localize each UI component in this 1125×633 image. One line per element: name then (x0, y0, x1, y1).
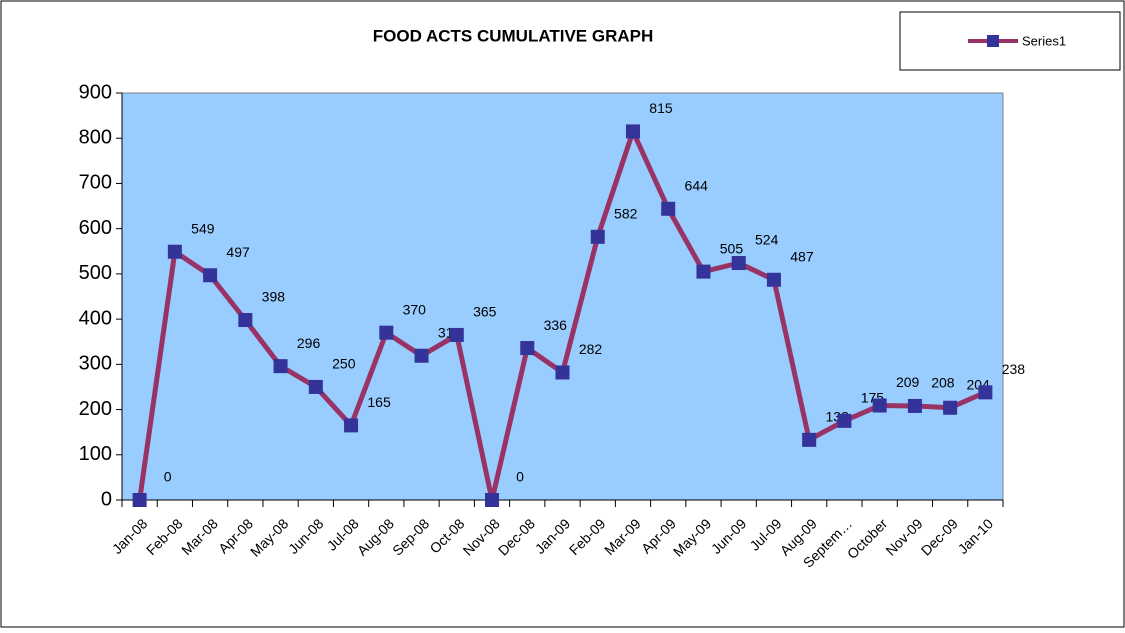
plot-area (121, 92, 1004, 501)
y-tick-label: 300 (79, 353, 112, 375)
data-label: 582 (614, 206, 638, 222)
y-tick-label: 900 (79, 81, 112, 103)
data-label: 644 (685, 177, 709, 193)
data-label: 549 (191, 220, 215, 236)
marker (238, 313, 253, 328)
y-tick-label: 200 (79, 398, 112, 420)
data-label: 398 (262, 289, 286, 305)
marker (555, 365, 570, 380)
marker (203, 268, 218, 283)
data-label: 208 (931, 375, 955, 391)
data-label: 209 (896, 374, 920, 390)
marker (308, 379, 323, 394)
y-tick-label: 100 (79, 443, 112, 465)
data-label: 370 (403, 301, 427, 317)
marker (872, 398, 887, 413)
marker (943, 400, 958, 415)
y-tick-label: 0 (101, 488, 112, 510)
marker (625, 124, 640, 139)
marker (766, 272, 781, 287)
data-label: 505 (720, 240, 744, 256)
marker (167, 244, 182, 259)
marker (379, 325, 394, 340)
data-label: 487 (790, 248, 814, 264)
data-label: 0 (516, 469, 524, 485)
y-tick-label: 600 (79, 217, 112, 239)
marker (978, 385, 993, 400)
y-tick-label: 700 (79, 172, 112, 194)
marker (590, 229, 605, 244)
chart-title: FOOD ACTS CUMULATIVE GRAPH (373, 26, 654, 45)
marker (449, 327, 464, 342)
marker (661, 201, 676, 216)
marker (802, 432, 817, 447)
data-label: 296 (297, 335, 321, 351)
marker (731, 256, 746, 271)
marker (837, 413, 852, 428)
data-label: 365 (473, 304, 497, 320)
marker (696, 264, 711, 279)
y-tick-label: 500 (79, 262, 112, 284)
data-label: 250 (332, 356, 356, 372)
legend-label: Series1 (1022, 33, 1066, 48)
data-label: 0 (164, 469, 172, 485)
marker (132, 493, 147, 507)
marker (273, 359, 288, 374)
y-tick-label: 400 (79, 307, 112, 329)
marker (907, 398, 922, 413)
marker (344, 418, 359, 433)
marker (520, 341, 535, 356)
data-label: 524 (755, 232, 779, 248)
legend-marker (987, 35, 999, 47)
data-label: 282 (579, 341, 603, 357)
marker (414, 348, 429, 363)
data-label: 165 (367, 394, 391, 410)
data-label: 815 (649, 100, 673, 116)
data-label: 238 (1002, 361, 1026, 377)
data-label: 336 (544, 317, 568, 333)
data-label: 497 (226, 244, 250, 260)
y-tick-label: 800 (79, 127, 112, 149)
marker (485, 493, 500, 507)
